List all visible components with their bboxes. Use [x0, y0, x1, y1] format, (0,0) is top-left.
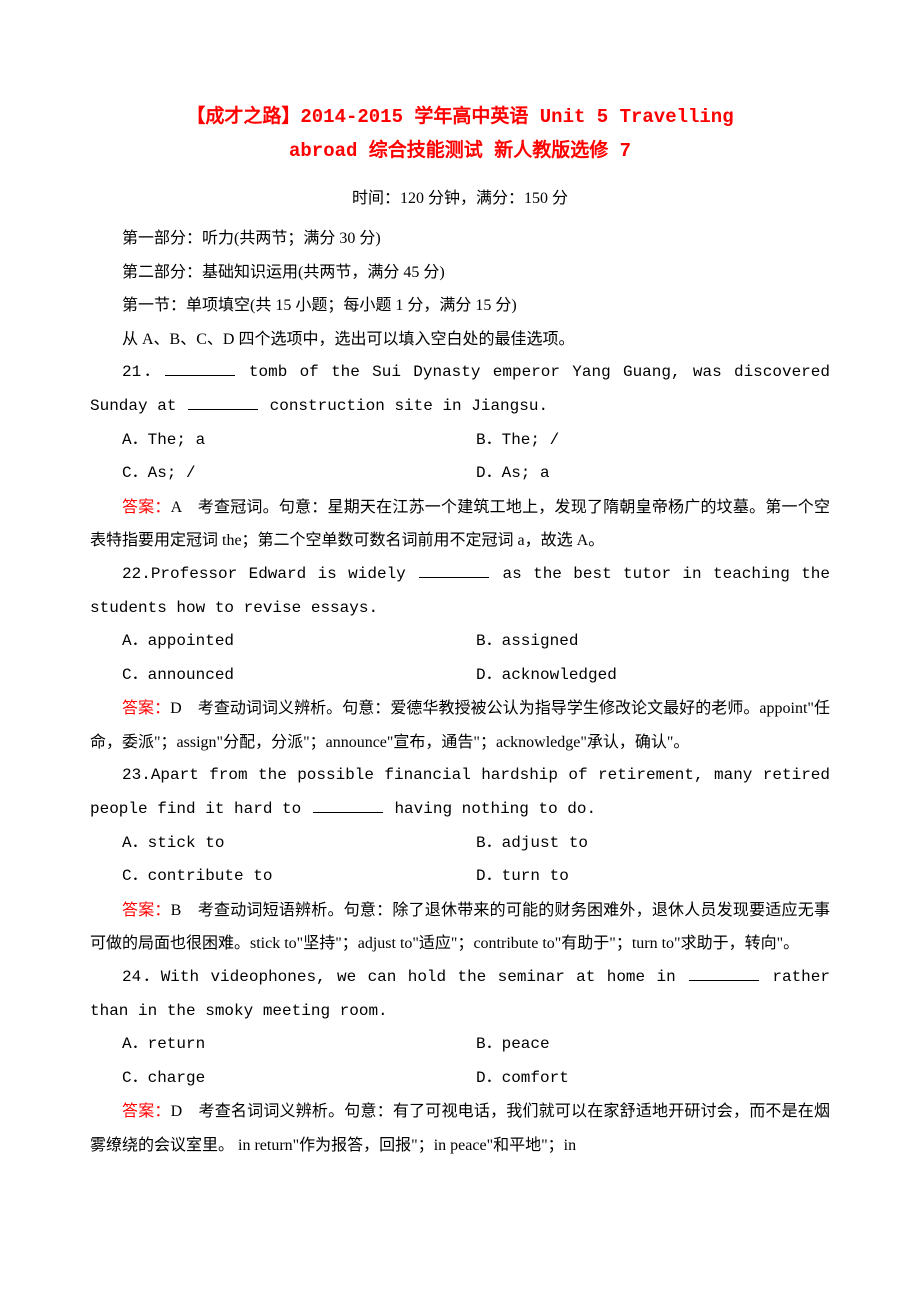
options-row: C．As; / D．As; a [90, 457, 830, 491]
option-b: B．assigned [476, 625, 830, 659]
options-row: C．announced D．acknowledged [90, 659, 830, 693]
question-21: 21． tomb of the Sui Dynasty emperor Yang… [90, 356, 830, 423]
question-24: 24．With videophones, we can hold the sem… [90, 961, 830, 1028]
blank-fill [188, 394, 258, 410]
instruction-text: 从 A、B、C、D 四个选项中，选出可以填入空白处的最佳选项。 [90, 323, 830, 357]
document-title: 【成才之路】2014-2015 学年高中英语 Unit 5 Travelling… [90, 100, 830, 168]
option-c: C．contribute to [122, 860, 476, 894]
question-22: 22.Professor Edward is widely as the bes… [90, 558, 830, 625]
option-a: A．return [122, 1028, 476, 1062]
title-line-1: 【成才之路】2014-2015 学年高中英语 Unit 5 Travelling [90, 100, 830, 134]
answer-label: 答案： [122, 902, 171, 919]
part-2-header: 第二部分：基础知识运用(共两节，满分 45 分) [90, 256, 830, 290]
options-row: C．contribute to D．turn to [90, 860, 830, 894]
answer-text: D 考查名词词义辨析。句意：有了可视电话，我们就可以在家舒适地开研讨会，而不是在… [90, 1103, 830, 1154]
question-number: 22. [122, 565, 151, 583]
option-c: C．announced [122, 659, 476, 693]
question-23: 23.Apart from the possible financial har… [90, 759, 830, 826]
option-a: A．appointed [122, 625, 476, 659]
question-text-part: having nothing to do. [385, 800, 596, 818]
question-number: 21． [122, 363, 163, 381]
options-row: A．appointed B．assigned [90, 625, 830, 659]
answer-22: 答案：D 考查动词词义辨析。句意：爱德华教授被公认为指导学生修改论文最好的老师。… [90, 692, 830, 759]
question-number: 23. [122, 766, 151, 784]
title-line-2: abroad 综合技能测试 新人教版选修 7 [90, 134, 830, 168]
options-row: A．return B．peace [90, 1028, 830, 1062]
option-b: B．The; / [476, 424, 830, 458]
answer-text: A 考查冠词。句意：星期天在江苏一个建筑工地上，发现了隋朝皇帝杨广的坟墓。第一个… [90, 499, 830, 550]
answer-21: 答案：A 考查冠词。句意：星期天在江苏一个建筑工地上，发现了隋朝皇帝杨广的坟墓。… [90, 491, 830, 558]
answer-text: D 考查动词词义辨析。句意：爱德华教授被公认为指导学生修改论文最好的老师。app… [90, 700, 830, 751]
answer-24: 答案：D 考查名词词义辨析。句意：有了可视电话，我们就可以在家舒适地开研讨会，而… [90, 1095, 830, 1162]
option-d: D．acknowledged [476, 659, 830, 693]
answer-text: B 考查动词短语辨析。句意：除了退休带来的可能的财务困难外，退休人员发现要适应无… [90, 902, 830, 953]
options-row: A．stick to B．adjust to [90, 827, 830, 861]
question-text-part: Professor Edward is widely [151, 565, 417, 583]
answer-label: 答案： [122, 499, 171, 516]
answer-23: 答案：B 考查动词短语辨析。句意：除了退休带来的可能的财务困难外，退休人员发现要… [90, 894, 830, 961]
option-c: C．charge [122, 1062, 476, 1096]
option-d: D．comfort [476, 1062, 830, 1096]
blank-fill [689, 965, 759, 981]
blank-fill [419, 562, 489, 578]
blank-fill [313, 797, 383, 813]
options-row: C．charge D．comfort [90, 1062, 830, 1096]
answer-label: 答案： [122, 700, 170, 717]
options-row: A．The; a B．The; / [90, 424, 830, 458]
part-1-header: 第一部分：听力(共两节；满分 30 分) [90, 222, 830, 256]
answer-label: 答案： [122, 1103, 171, 1120]
question-text-part: construction site in Jiangsu. [260, 397, 548, 415]
option-b: B．peace [476, 1028, 830, 1062]
option-c: C．As; / [122, 457, 476, 491]
question-number: 24． [122, 968, 161, 986]
blank-fill [165, 360, 235, 376]
time-info: 时间：120 分钟，满分：150 分 [90, 182, 830, 216]
option-d: D．turn to [476, 860, 830, 894]
option-a: A．stick to [122, 827, 476, 861]
question-text-part: With videophones, we can hold the semina… [161, 968, 687, 986]
option-b: B．adjust to [476, 827, 830, 861]
section-1-header: 第一节：单项填空(共 15 小题；每小题 1 分，满分 15 分) [90, 289, 830, 323]
option-a: A．The; a [122, 424, 476, 458]
option-d: D．As; a [476, 457, 830, 491]
